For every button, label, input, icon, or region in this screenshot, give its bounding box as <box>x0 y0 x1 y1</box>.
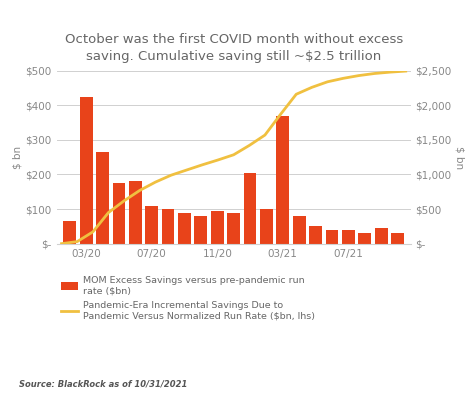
Bar <box>112 183 125 244</box>
Y-axis label: $ bn: $ bn <box>455 146 464 169</box>
Bar <box>227 213 240 244</box>
Bar <box>80 97 93 244</box>
Bar <box>63 221 76 244</box>
Bar <box>309 226 322 244</box>
Bar <box>211 211 224 244</box>
Bar <box>145 206 158 244</box>
Bar <box>326 230 338 244</box>
Bar <box>342 230 355 244</box>
Bar <box>293 216 305 244</box>
Bar <box>358 233 371 244</box>
Bar <box>277 116 289 244</box>
Bar <box>162 209 175 244</box>
Title: October was the first COVID month without excess
saving. Cumulative saving still: October was the first COVID month withou… <box>65 33 403 62</box>
Bar <box>375 228 388 244</box>
Text: Source: BlackRock as of 10/31/2021: Source: BlackRock as of 10/31/2021 <box>19 379 187 388</box>
Bar <box>194 216 207 244</box>
Bar <box>391 233 404 244</box>
Y-axis label: $ bn: $ bn <box>13 146 23 169</box>
Bar <box>96 152 109 244</box>
Bar <box>244 173 256 244</box>
Bar <box>260 209 273 244</box>
Bar <box>129 182 142 244</box>
Bar <box>178 213 191 244</box>
Legend: MOM Excess Savings versus pre-pandemic run
rate ($bn), Pandemic-Era Incremental : MOM Excess Savings versus pre-pandemic r… <box>61 276 315 321</box>
